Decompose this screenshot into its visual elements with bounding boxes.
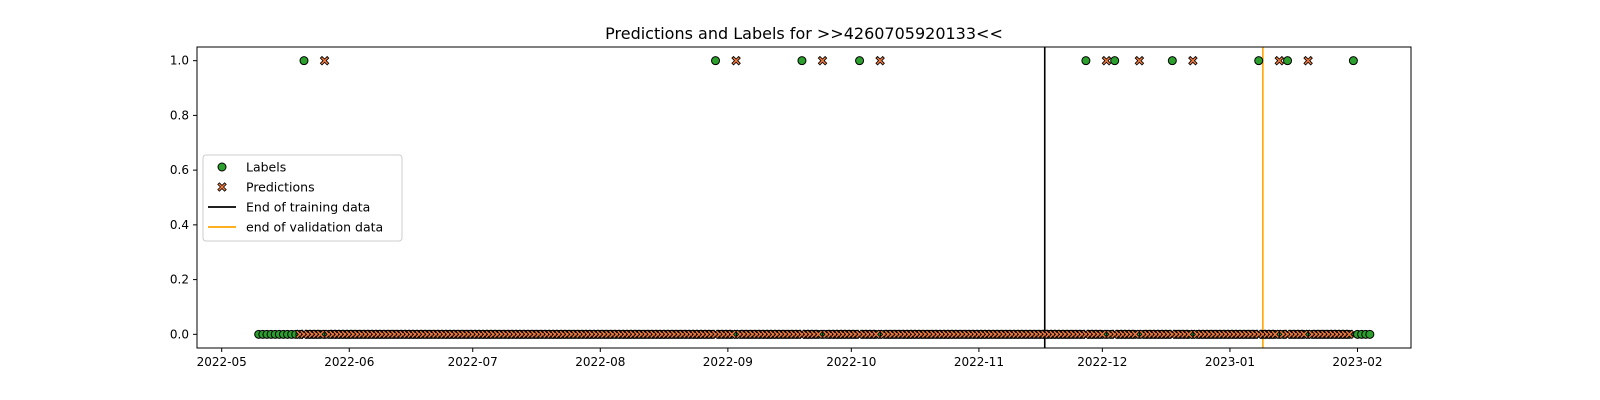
- legend-label: Predictions: [246, 180, 315, 195]
- y-tick-label: 0.8: [170, 108, 189, 122]
- y-tick-label: 0.6: [170, 163, 189, 177]
- chart-title: Predictions and Labels for >>42607059201…: [605, 24, 1003, 43]
- label-point: [1254, 56, 1264, 66]
- label-point: [1081, 56, 1091, 66]
- legend-label: Labels: [246, 160, 286, 175]
- x-axis: 2022-05 2022-06 2022-07 2022-08 2022-09 2022-…: [197, 348, 1383, 369]
- prediction-point: [875, 55, 885, 66]
- y-tick-label: 0.2: [170, 273, 189, 287]
- prediction-point: [1274, 55, 1285, 66]
- prediction-point: [1303, 55, 1313, 66]
- legend-label: End of training data: [246, 200, 370, 215]
- legend-label: end of validation data: [246, 220, 383, 235]
- legend-box: [202, 154, 403, 242]
- prediction-point: [1344, 329, 1355, 340]
- x-tick-label: 2022-06: [324, 355, 374, 369]
- label-point: [1283, 56, 1293, 66]
- x-tick-label: 2023-01: [1205, 355, 1255, 369]
- y-tick-label: 1.0: [170, 54, 189, 68]
- prediction-point: [319, 55, 330, 66]
- label-point: [855, 56, 865, 66]
- label-point: [1110, 56, 1120, 66]
- prediction-point: [1134, 55, 1145, 66]
- prediction-point: [817, 55, 828, 66]
- legend-marker-labels: [217, 162, 227, 172]
- x-tick-label: 2022-11: [954, 355, 1004, 369]
- series-predictions: [295, 55, 1355, 340]
- series-layer: [254, 55, 1375, 340]
- label-point: [1348, 56, 1358, 66]
- prediction-point: [1188, 55, 1198, 66]
- legend: Labels Predictions End of training data end…: [202, 154, 403, 242]
- y-axis: 0.0 0.2 0.4 0.6 0.8 1.0: [170, 54, 197, 341]
- series-labels: [254, 56, 1375, 339]
- label-point: [797, 56, 807, 66]
- label-point: [1365, 329, 1375, 339]
- x-tick-label: 2022-09: [703, 355, 753, 369]
- x-tick-label: 2022-08: [575, 355, 625, 369]
- reference-lines: [1043, 47, 1264, 348]
- y-tick-label: 0.0: [170, 327, 189, 341]
- label-point: [299, 56, 309, 66]
- x-tick-label: 2022-05: [197, 355, 247, 369]
- prediction-point: [1101, 55, 1112, 66]
- legend-marker-predictions: [217, 182, 227, 192]
- label-point: [1167, 56, 1177, 66]
- x-tick-label: 2023-02: [1332, 355, 1382, 369]
- prediction-point: [731, 55, 741, 66]
- plot-area: [196, 46, 1412, 349]
- x-tick-label: 2022-07: [448, 355, 498, 369]
- label-point: [711, 56, 721, 66]
- x-tick-label: 2022-10: [826, 355, 876, 369]
- x-tick-label: 2022-12: [1077, 355, 1127, 369]
- y-tick-label: 0.4: [170, 218, 189, 232]
